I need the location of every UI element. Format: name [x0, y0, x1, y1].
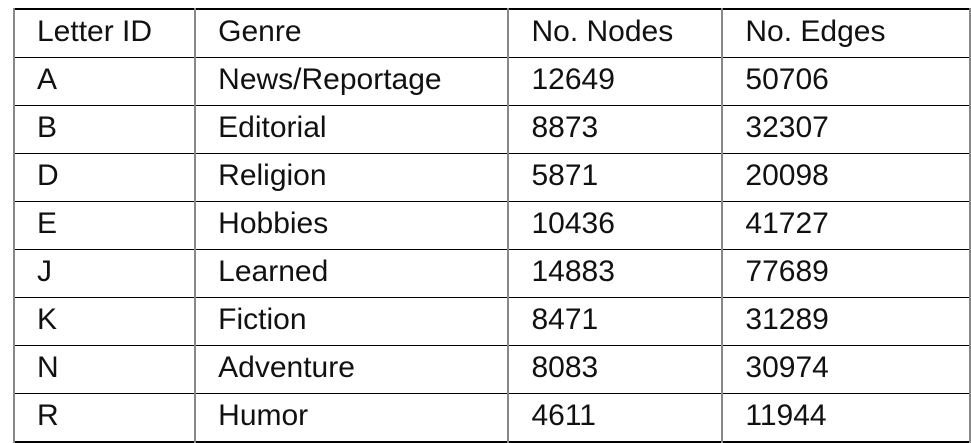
- genre-graph-table: Letter ID Genre No. Nodes No. Edges A New…: [12, 8, 971, 443]
- cell-letter-id: J: [12, 249, 197, 298]
- cell-letter-id: D: [12, 153, 197, 202]
- header-genre: Genre: [194, 9, 510, 58]
- header-letter-id: Letter ID: [12, 9, 197, 58]
- table-row: J Learned 14883 77689: [12, 249, 971, 298]
- cell-genre: Religion: [194, 153, 510, 202]
- cell-no-edges: 41727: [721, 201, 971, 250]
- table-row: D Religion 5871 20098: [12, 153, 971, 202]
- table-row: A News/Reportage 12649 50706: [12, 57, 971, 106]
- cell-genre: News/Reportage: [194, 57, 510, 106]
- header-row: Letter ID Genre No. Nodes No. Edges: [12, 9, 971, 58]
- cell-no-edges: 77689: [721, 249, 971, 298]
- table-row: K Fiction 8471 31289: [12, 297, 971, 346]
- cell-no-edges: 30974: [721, 345, 971, 394]
- cell-no-nodes: 10436: [507, 201, 724, 250]
- cell-no-edges: 32307: [721, 105, 971, 154]
- header-no-edges: No. Edges: [721, 9, 971, 58]
- table-row: E Hobbies 10436 41727: [12, 201, 971, 250]
- cell-no-nodes: 14883: [507, 249, 724, 298]
- cell-no-nodes: 8083: [507, 345, 724, 394]
- cell-letter-id: B: [12, 105, 197, 154]
- header-no-nodes: No. Nodes: [507, 9, 724, 58]
- cell-genre: Hobbies: [194, 201, 510, 250]
- cell-genre: Learned: [194, 249, 510, 298]
- cell-genre: Fiction: [194, 297, 510, 346]
- cell-letter-id: E: [12, 201, 197, 250]
- cell-letter-id: N: [12, 345, 197, 394]
- cell-genre: Adventure: [194, 345, 510, 394]
- cell-letter-id: A: [12, 57, 197, 106]
- table-row: B Editorial 8873 32307: [12, 105, 971, 154]
- cell-no-edges: 31289: [721, 297, 971, 346]
- cell-no-nodes: 5871: [507, 153, 724, 202]
- cell-no-nodes: 8471: [507, 297, 724, 346]
- cell-no-nodes: 12649: [507, 57, 724, 106]
- cell-letter-id: K: [12, 297, 197, 346]
- cell-no-nodes: 8873: [507, 105, 724, 154]
- cell-no-edges: 50706: [721, 57, 971, 106]
- cell-genre: Editorial: [194, 105, 510, 154]
- table-row: N Adventure 8083 30974: [12, 345, 971, 394]
- cell-no-edges: 20098: [721, 153, 971, 202]
